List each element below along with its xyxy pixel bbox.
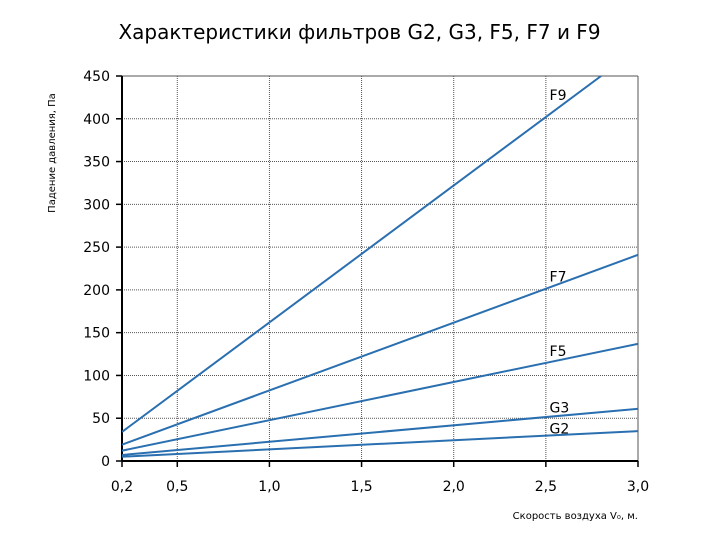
series-label-f5: F5 xyxy=(550,344,567,360)
series-line-f9 xyxy=(122,76,602,433)
x-tick-label: 1,5 xyxy=(350,479,372,495)
x-tick-label: 3,0 xyxy=(627,479,649,495)
series-label-f9: F9 xyxy=(550,88,567,104)
y-tick-label: 100 xyxy=(83,368,110,384)
series-line-f5 xyxy=(122,342,638,452)
y-tick-label: 200 xyxy=(83,283,110,299)
y-tick-label: 450 xyxy=(83,69,110,85)
series-label-f7: F7 xyxy=(550,269,567,285)
series-label-g3: G3 xyxy=(550,401,570,417)
series-line-g2 xyxy=(122,430,638,458)
y-tick-label: 300 xyxy=(83,197,110,213)
series-label-g2: G2 xyxy=(550,421,570,437)
y-tick-label: 350 xyxy=(83,155,110,171)
series-line-f7 xyxy=(122,253,638,446)
y-axis-title: Падение давления, Па xyxy=(47,93,58,213)
y-tick-label: 0 xyxy=(101,454,110,470)
y-tick-label: 250 xyxy=(83,240,110,256)
x-axis-title: Скорость воздуха V₀, м. xyxy=(513,511,638,522)
x-tick-label: 2,0 xyxy=(443,479,465,495)
series-line-g3 xyxy=(122,407,638,456)
x-tick-label: 2,5 xyxy=(535,479,557,495)
x-tick-label: 0,2 xyxy=(111,479,133,495)
x-tick-label: 1,0 xyxy=(258,479,280,495)
y-tick-label: 50 xyxy=(92,411,110,427)
chart-title: Характеристики фильтров G2, G3, F5, F7 и… xyxy=(118,20,601,44)
y-tick-label: 400 xyxy=(83,112,110,128)
y-tick-label: 150 xyxy=(83,326,110,342)
x-tick-label: 0,5 xyxy=(166,479,188,495)
